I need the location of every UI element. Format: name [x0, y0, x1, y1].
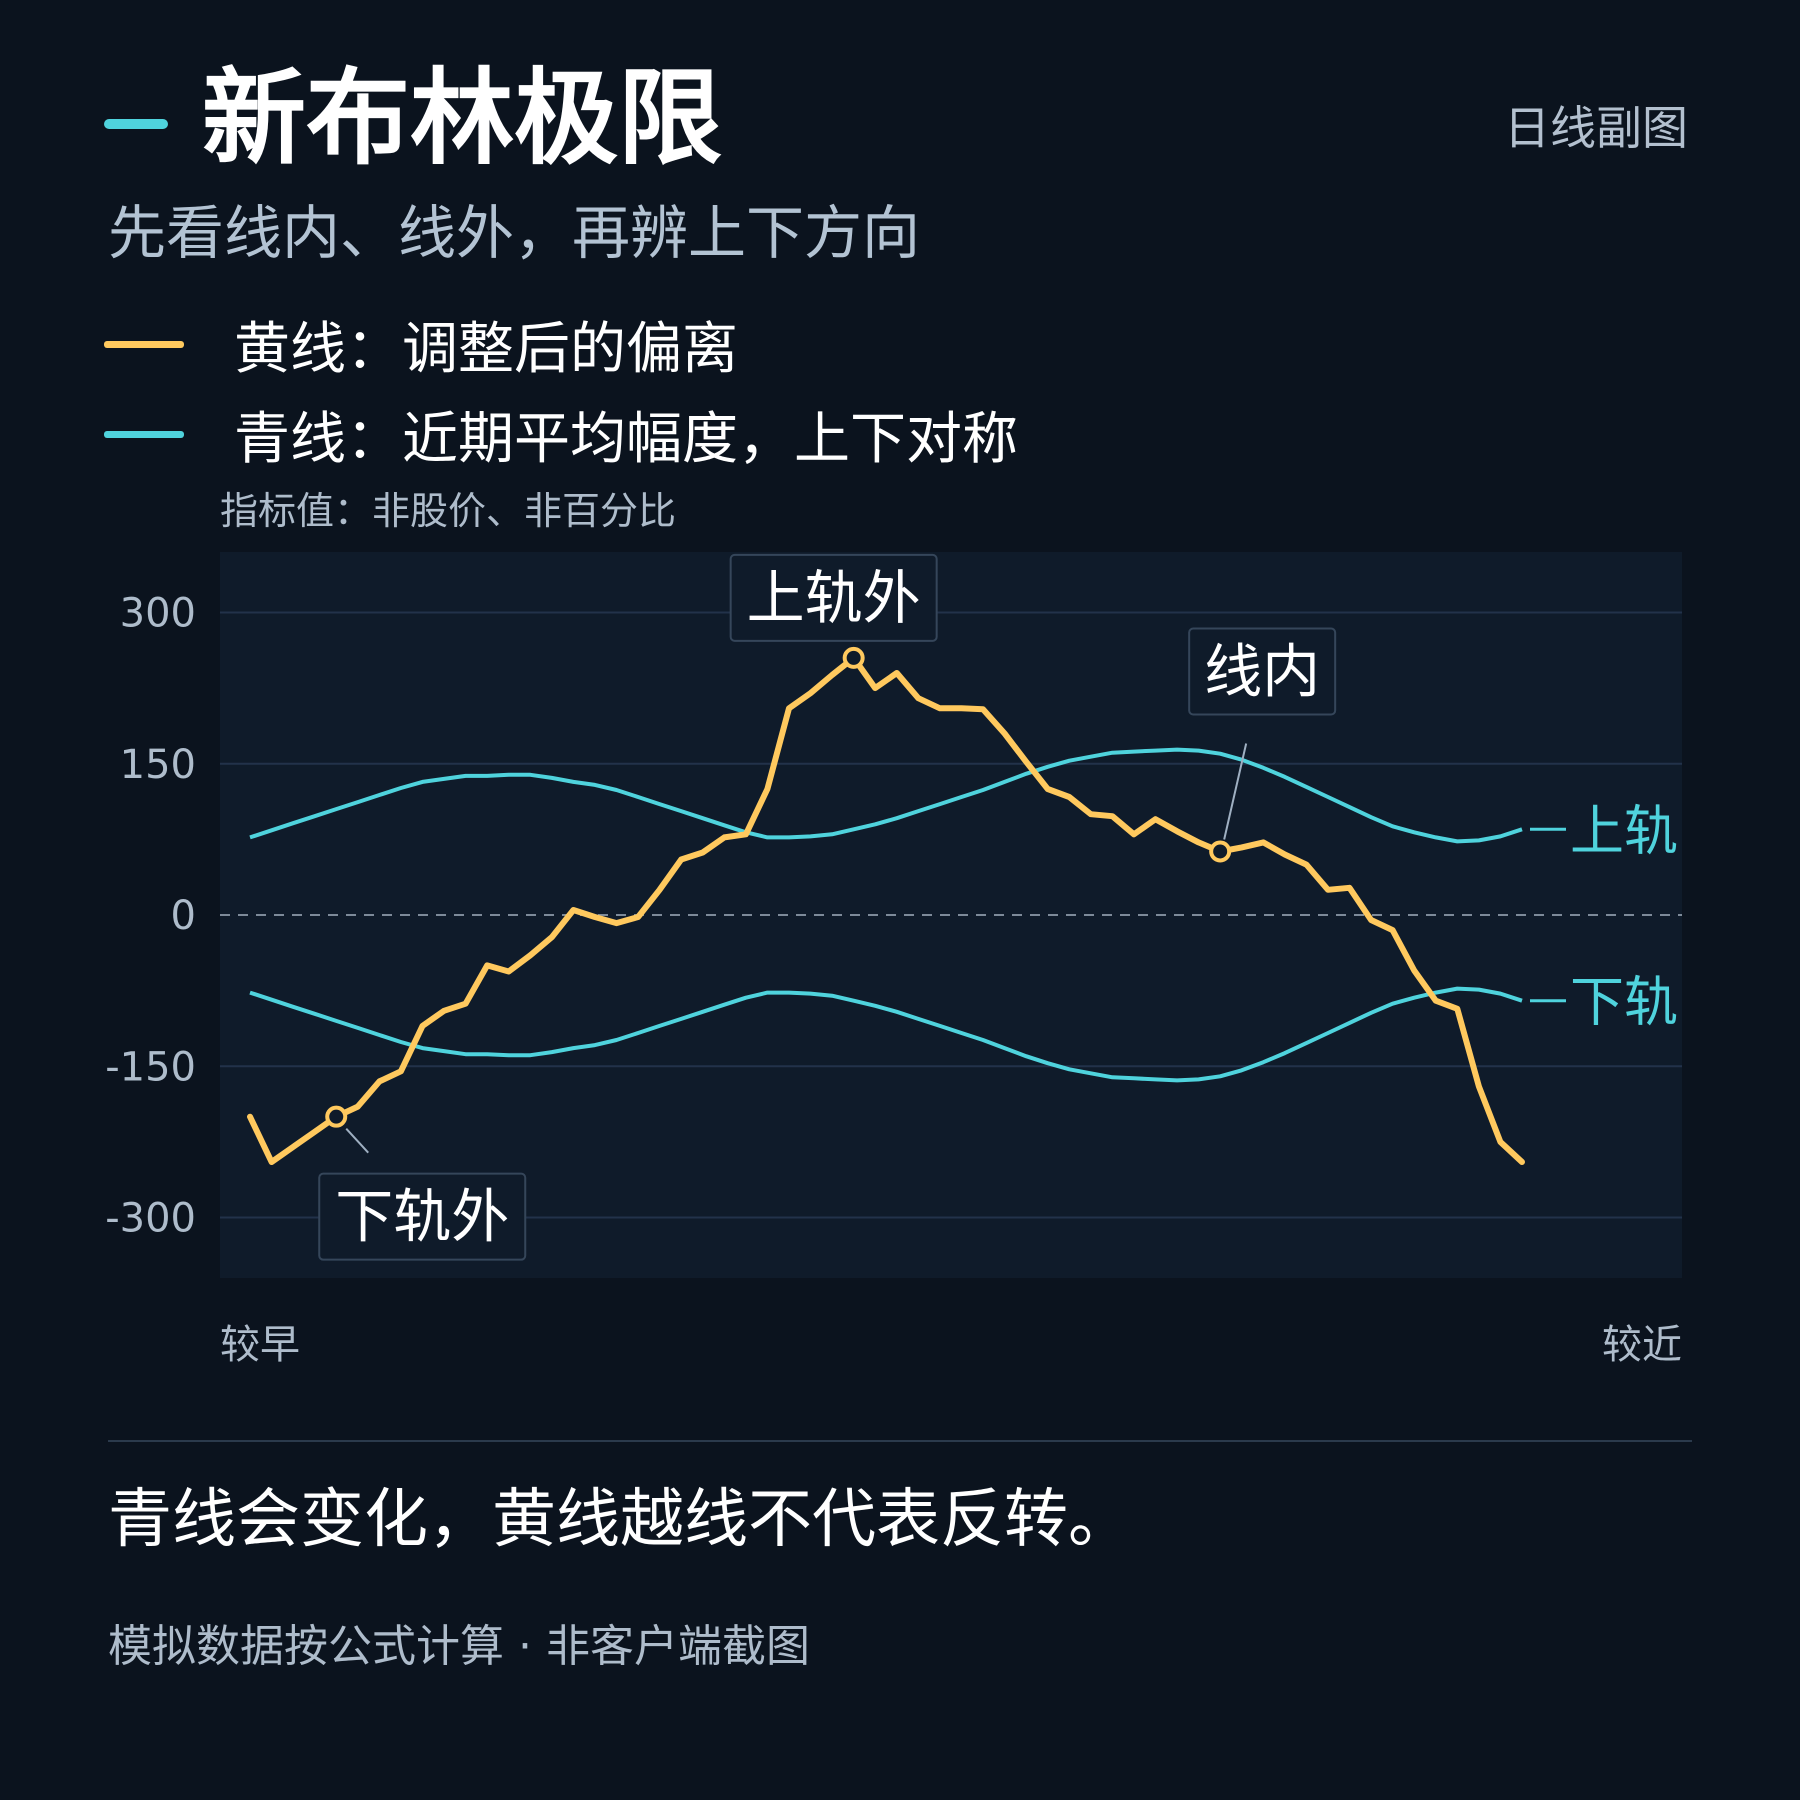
upper-band-label: 上轨 [1570, 799, 1678, 862]
y-tick-label: 0 [171, 893, 196, 939]
x-axis-start-label: 较早 [220, 1322, 300, 1368]
chart-badge: 日线副图 [1504, 101, 1688, 155]
annotation-lower-outside-marker [325, 1105, 348, 1128]
indicator-note: 指标值：非股价、非百分比 [220, 489, 677, 533]
lower-band-label: 下轨 [1570, 971, 1678, 1034]
title-accent-bar [104, 119, 168, 129]
legend-item-cyan: 青线：近期平均幅度，上下对称 [104, 402, 1018, 472]
y-tick-label: -150 [105, 1044, 196, 1090]
legend-swatch-cyan [104, 430, 184, 438]
divider [108, 1440, 1692, 1442]
annotation-lower-outside-box [318, 1172, 527, 1261]
annotation-inside-marker [1209, 840, 1232, 863]
annotation-upper-outside-marker [842, 646, 865, 669]
annotation-upper-outside-text: 上轨外 [747, 564, 921, 632]
annotation-upper-outside-box [729, 553, 938, 642]
page-subtitle: 先看线内、线外，再辨上下方向 [108, 199, 921, 267]
y-tick-label: -300 [105, 1196, 196, 1242]
upper-band-line [249, 747, 1523, 844]
legend-swatch-yellow [104, 340, 184, 348]
y-tick-label: 300 [120, 591, 196, 637]
legend-label-cyan: 青线：近期平均幅度，上下对称 [234, 406, 1018, 472]
y-tick-label: 150 [120, 742, 196, 788]
annotation-lower-outside-text: 下轨外 [335, 1183, 509, 1251]
page-title: 新布林极限 [202, 56, 723, 179]
x-axis-end-label: 较近 [1602, 1322, 1682, 1368]
lower-band-line [249, 986, 1523, 1083]
annotation-inside-box [1188, 627, 1337, 716]
legend-item-yellow: 黄线：调整后的偏离 [104, 312, 738, 382]
deviation-line [247, 654, 1525, 1165]
annotation-inside-leader [1223, 743, 1248, 840]
legend-label-yellow: 黄线：调整后的偏离 [234, 316, 738, 382]
annotation-lower-outside-leader [345, 1127, 369, 1154]
takeaway-text: 青线会变化，黄线越线不代表反转。 [108, 1483, 1132, 1557]
footer-note: 模拟数据按公式计算 · 非客户端截图 [108, 1621, 810, 1672]
annotation-inside-text: 线内 [1204, 637, 1320, 705]
